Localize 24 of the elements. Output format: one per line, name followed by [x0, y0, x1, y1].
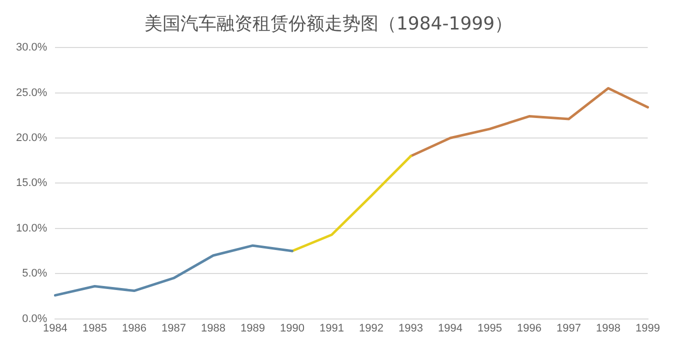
y-tick-label: 25.0%: [16, 86, 48, 99]
x-tick-label: 1997: [556, 322, 581, 334]
x-tick-label: 1995: [478, 322, 502, 334]
x-tick-label: 1999: [636, 322, 660, 334]
x-tick-label: 1993: [398, 322, 423, 334]
x-tick-label: 1991: [319, 322, 344, 334]
x-tick-label: 1996: [517, 322, 542, 334]
x-tick-label: 1984: [42, 322, 68, 334]
x-tick-label: 1985: [82, 322, 107, 334]
y-tick-label: 20.0%: [16, 132, 48, 144]
x-tick-label: 1998: [596, 322, 620, 334]
y-tick-label: 5.0%: [22, 268, 48, 280]
y-tick-label: 0.0%: [22, 312, 48, 325]
y-tick-label: 30.0%: [16, 42, 48, 54]
x-tick-label: 1990: [280, 322, 304, 334]
y-tick-label: 15.0%: [16, 177, 48, 190]
x-tick-label: 1988: [200, 322, 226, 334]
x-tick-label: 1992: [358, 322, 384, 334]
x-tick-label: 1989: [240, 322, 265, 334]
x-tick-label: 1987: [161, 322, 186, 334]
y-tick-label: 10.0%: [16, 222, 48, 234]
chart-title: 美国汽车融资租赁份额走势图（1984-1999）: [144, 13, 513, 34]
x-tick-label: 1986: [122, 322, 146, 334]
x-tick-label: 1994: [438, 322, 462, 334]
